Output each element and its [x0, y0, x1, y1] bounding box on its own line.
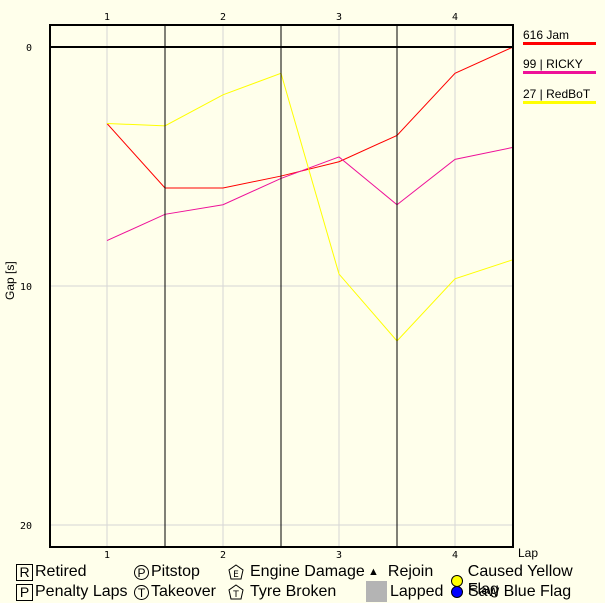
key-lapped: Lapped [366, 581, 443, 602]
key-blue-flag: Saw Blue Flag [451, 583, 571, 601]
blue-flag-icon [451, 586, 463, 598]
y-axis-label: Gap [s] [3, 261, 17, 300]
svg-text:3: 3 [336, 550, 342, 560]
gap-chart: 1 1 2 2 3 3 4 4 0 10 20 [20, 12, 514, 560]
key-retired: R Retired [16, 563, 87, 581]
legend-swatch [523, 71, 596, 74]
legend-swatch [523, 42, 596, 45]
takeover-icon: T [134, 584, 149, 600]
key-engine: E Engine Damage [228, 563, 365, 581]
x-axis-label: Lap [518, 546, 539, 560]
rejoin-icon: ▲ [368, 566, 379, 578]
legend-swatch [523, 101, 596, 104]
key-pitstop: P Pitstop [134, 563, 200, 581]
penalty-icon: P [16, 583, 33, 601]
legend-item: 27 | RedBoT [523, 87, 596, 104]
svg-text:1: 1 [104, 12, 110, 23]
svg-text:10: 10 [20, 282, 32, 293]
lapped-icon [366, 581, 387, 602]
key-tyre: T Tyre Broken [228, 583, 336, 601]
svg-text:2: 2 [220, 550, 226, 560]
legend-item: 99 | RICKY [523, 57, 596, 74]
key-takeover: T Takeover [134, 583, 216, 601]
svg-text:20: 20 [20, 521, 32, 532]
engine-damage-icon: E [228, 564, 244, 580]
svg-text:3: 3 [336, 12, 342, 23]
svg-text:0: 0 [26, 43, 32, 54]
key-rejoin: ▲ Rejoin [368, 563, 434, 580]
series-line [106, 72, 514, 342]
svg-text:E: E [233, 570, 239, 580]
tyre-broken-icon: T [228, 584, 244, 600]
retired-icon: R [16, 563, 33, 581]
svg-text:1: 1 [104, 550, 110, 560]
svg-text:4: 4 [452, 12, 458, 23]
svg-text:2: 2 [220, 12, 226, 23]
key-yellow-flag: Caused Yellow Flag [451, 563, 605, 599]
svg-text:4: 4 [452, 550, 458, 560]
key-penalty: P Penalty Laps [16, 583, 128, 601]
series-line [106, 46, 514, 189]
svg-text:T: T [232, 590, 239, 600]
legend-item: 616 Jam [523, 28, 596, 45]
pitstop-icon: P [134, 564, 149, 580]
series-line [106, 146, 514, 242]
